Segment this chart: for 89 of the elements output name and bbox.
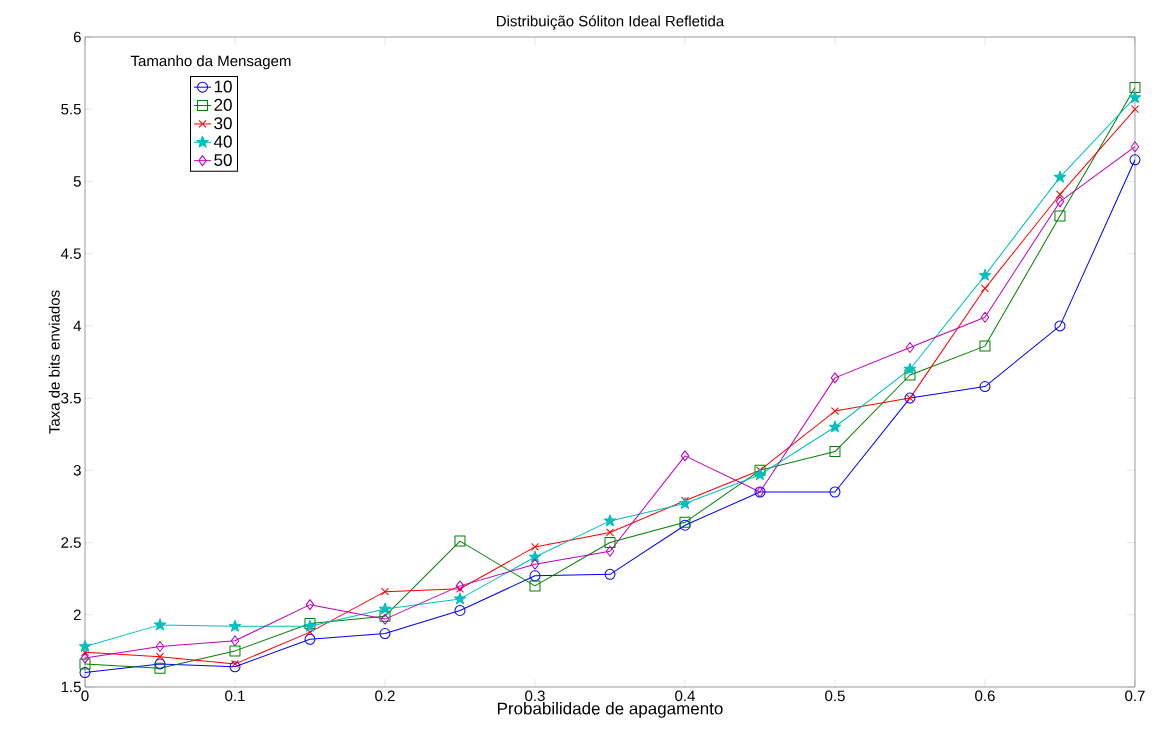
legend-label: 40 xyxy=(213,135,232,148)
point xyxy=(979,340,991,352)
point xyxy=(229,661,241,673)
point xyxy=(829,486,841,498)
point xyxy=(230,659,240,668)
point xyxy=(455,584,465,593)
point xyxy=(830,407,840,416)
point xyxy=(455,580,465,592)
point xyxy=(605,545,615,557)
point xyxy=(305,628,315,637)
point xyxy=(153,618,167,631)
point xyxy=(154,662,166,674)
point xyxy=(828,420,842,433)
point xyxy=(529,570,541,582)
point xyxy=(154,658,166,670)
y-tick-label: 6 xyxy=(73,31,81,43)
point xyxy=(829,446,841,458)
y-axis-title: Taxa de bits enviados xyxy=(48,290,60,434)
point xyxy=(1054,210,1066,222)
legend-title: Tamanho da Mensagem xyxy=(130,55,291,70)
point xyxy=(604,568,616,580)
point xyxy=(528,550,542,563)
point xyxy=(454,535,466,547)
y-tick-label: 4.5 xyxy=(60,248,81,259)
point xyxy=(380,587,390,596)
point xyxy=(80,648,90,657)
point xyxy=(454,604,466,616)
x-tick-label: 0.6 xyxy=(975,690,995,702)
point xyxy=(904,369,916,381)
x-tick-label: 0.7 xyxy=(1125,690,1145,702)
point xyxy=(155,641,165,653)
x-tick-label: 0.2 xyxy=(375,690,395,702)
point xyxy=(304,633,316,645)
point xyxy=(228,619,242,632)
point xyxy=(1130,141,1140,153)
y-tick-label: 5.5 xyxy=(61,103,81,115)
x-tick-label: 0 xyxy=(81,690,89,702)
point xyxy=(753,468,767,481)
x-tick-label: 0.1 xyxy=(225,690,245,702)
point xyxy=(1055,196,1065,208)
point xyxy=(979,381,991,393)
y-tick-label: 4 xyxy=(73,320,82,332)
y-tick-label: 1.5 xyxy=(61,681,81,693)
point xyxy=(680,450,690,462)
legend-label: 30 xyxy=(214,117,232,130)
x-tick-label: 0.3 xyxy=(525,690,545,702)
x-tick-label: 0.5 xyxy=(825,690,845,702)
point xyxy=(1054,320,1066,332)
point xyxy=(530,558,540,570)
point xyxy=(1128,91,1142,104)
point xyxy=(1055,190,1065,199)
legend-label: 50 xyxy=(214,153,232,167)
point xyxy=(79,667,91,679)
point xyxy=(453,592,467,605)
point xyxy=(830,372,840,384)
y-tick-label: 3 xyxy=(73,465,81,476)
point xyxy=(229,645,241,657)
y-tick-label: 2.5 xyxy=(61,537,81,548)
point xyxy=(1053,170,1067,183)
point xyxy=(905,342,915,354)
point xyxy=(980,284,990,293)
point xyxy=(903,362,917,375)
point xyxy=(604,537,616,549)
legend-label: 20 xyxy=(214,98,232,111)
point xyxy=(530,542,540,551)
point xyxy=(980,311,990,323)
point xyxy=(305,599,315,611)
point xyxy=(978,268,992,281)
point xyxy=(379,628,391,640)
y-tick-label: 3.5 xyxy=(61,392,81,404)
point xyxy=(1129,154,1141,166)
x-tick-label: 0.4 xyxy=(675,690,695,702)
point xyxy=(1130,105,1139,114)
point xyxy=(529,580,541,592)
chart-title: Distribuição Sóliton Ideal Refletida xyxy=(496,15,725,30)
x-axis-title: Probabilidade de apagamento xyxy=(497,702,723,718)
point xyxy=(678,497,692,509)
point xyxy=(80,652,90,664)
y-tick-label: 2 xyxy=(73,609,81,621)
point xyxy=(378,602,392,615)
point xyxy=(230,635,240,647)
y-tick-label: 5 xyxy=(73,176,81,187)
point xyxy=(155,652,165,661)
legend-label: 10 xyxy=(214,80,232,93)
point xyxy=(79,658,91,670)
point xyxy=(603,514,617,527)
point xyxy=(78,640,92,652)
point xyxy=(1129,82,1141,94)
point xyxy=(605,528,615,537)
